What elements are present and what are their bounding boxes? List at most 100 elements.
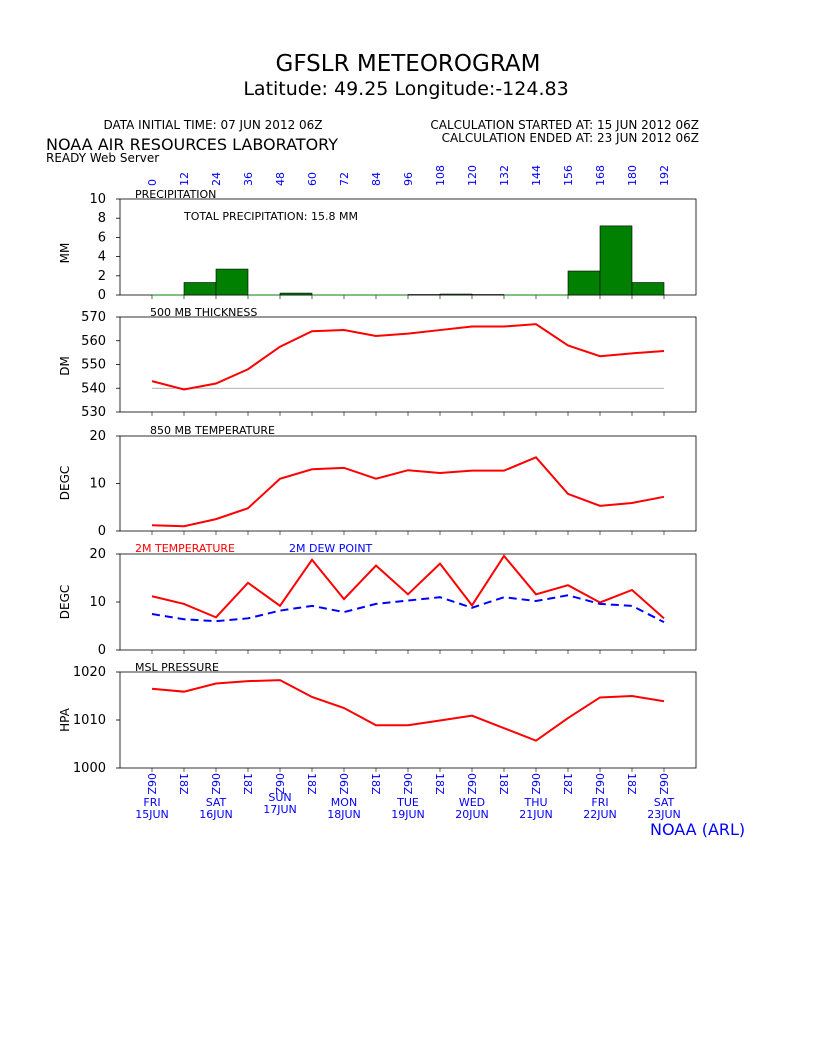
panel-3: 0 10 20 (89, 547, 697, 658)
precip-bar (183, 282, 217, 296)
ylabel-850mb-temp: DEGC (58, 466, 72, 501)
panel-title-msl-pressure: MSL PRESSURE (135, 661, 219, 674)
data-initial-time: DATA INITIAL TIME: 07 JUN 2012 06Z (103, 118, 322, 132)
date-label: 23JUN (647, 808, 681, 821)
forecast-hour-label: 60 (306, 172, 319, 186)
time-label: 06Z (401, 773, 414, 795)
time-label: 18Z (241, 773, 254, 795)
y-tick-label: 550 (81, 358, 106, 373)
y-tick-label: 0 (98, 288, 106, 303)
forecast-hour-label: 180 (626, 165, 639, 186)
day-label: THU (523, 796, 547, 809)
forecast-hour-label: 12 (178, 172, 191, 186)
y-tick-label: 540 (81, 381, 106, 396)
y-tick-label: 10 (89, 192, 106, 207)
time-label: 06Z (593, 773, 606, 795)
time-label: 06Z (337, 773, 350, 795)
date-label: 17JUN (263, 803, 297, 816)
org-name: NOAA AIR RESOURCES LABORATORY (46, 135, 338, 154)
forecast-hour-label: 132 (498, 165, 511, 186)
ylabel-precip: MM (58, 243, 72, 264)
precip-total-annotation: TOTAL PRECIPITATION: 15.8 MM (183, 210, 358, 223)
day-label: TUE (396, 796, 419, 809)
time-label: 18Z (497, 773, 510, 795)
page-title: GFSLR METEOROGRAM (276, 51, 541, 77)
time-label: 06Z (529, 773, 542, 795)
calc-started: CALCULATION STARTED AT: 15 JUN 2012 06Z (430, 118, 699, 132)
day-label: WED (459, 796, 485, 809)
forecast-hour-label: 84 (370, 172, 383, 186)
y-tick-label: 20 (89, 547, 106, 562)
time-label: 06Z (465, 773, 478, 795)
precip-bar (279, 292, 313, 296)
y-tick-label: 0 (98, 643, 106, 658)
ylabel-2m-temp: DEGC (58, 585, 72, 620)
y-tick-label: 530 (81, 405, 106, 420)
date-label: 18JUN (327, 808, 361, 821)
calc-ended: CALCULATION ENDED AT: 23 JUN 2012 06Z (442, 131, 699, 145)
forecast-hour-label: 96 (402, 172, 415, 186)
forecast-hour-label: 0 (146, 179, 159, 186)
y-tick-label: 10 (89, 595, 106, 610)
forecast-hour-label: 72 (338, 172, 351, 186)
y-tick-label: 10 (89, 477, 106, 492)
date-label: 16JUN (199, 808, 233, 821)
time-label: 06Z (273, 773, 286, 795)
precip-bar (439, 293, 473, 296)
time-label: 06Z (657, 773, 670, 795)
y-tick-label: 6 (98, 230, 106, 245)
y-tick-label: 4 (98, 250, 106, 265)
y-tick-label: 1020 (73, 665, 106, 680)
panel-title-precipitation: PRECIPITATION (135, 188, 216, 201)
time-label: 18Z (369, 773, 382, 795)
time-label: 18Z (305, 773, 318, 795)
forecast-hour-label: 168 (594, 165, 607, 186)
series-line (151, 679, 665, 742)
forecast-hour-label: 156 (562, 165, 575, 186)
day-label: SAT (206, 796, 227, 809)
series-line (151, 554, 665, 620)
date-label: 20JUN (455, 808, 489, 821)
date-label: 19JUN (391, 808, 425, 821)
panel-title-850mb-temp: 850 MB TEMPERATURE (150, 424, 275, 437)
y-tick-label: 560 (81, 334, 106, 349)
ylabel-pressure: HPA (58, 707, 72, 731)
y-tick-label: 8 (98, 211, 106, 226)
time-label: 18Z (433, 773, 446, 795)
forecast-hour-label: 48 (274, 172, 287, 186)
panel-frame (119, 316, 697, 413)
credit-label: NOAA (ARL) (650, 820, 745, 839)
server-name: READY Web Server (46, 151, 159, 165)
legend-2m-temperature: 2M TEMPERATURE (135, 542, 235, 555)
date-label: 21JUN (519, 808, 553, 821)
day-label: FRI (591, 796, 608, 809)
day-label: FRI (143, 796, 160, 809)
series-line (151, 456, 665, 528)
panel-frame (119, 435, 697, 532)
y-tick-label: 2 (98, 269, 106, 284)
y-tick-label: 0 (98, 524, 106, 539)
location-subtitle: Latitude: 49.25 Longitude:-124.83 (243, 78, 568, 100)
panel-4: 1000 1010 1020 (73, 665, 697, 776)
forecast-hour-label: 24 (210, 172, 223, 186)
time-label: 18Z (177, 773, 190, 795)
forecast-hour-label: 144 (530, 165, 543, 186)
time-label: 18Z (561, 773, 574, 795)
y-tick-label: 570 (81, 310, 106, 325)
y-tick-label: 20 (89, 429, 106, 444)
forecast-hour-label: 192 (658, 165, 671, 186)
forecast-hour-label: 108 (434, 165, 447, 186)
time-label: 18Z (625, 773, 638, 795)
precip-bar (631, 282, 665, 296)
panel-1: 530 540 550 560 570 (81, 310, 697, 420)
series-line (151, 323, 665, 391)
precip-bar (215, 268, 249, 296)
time-label: 06Z (145, 773, 158, 795)
forecast-hour-label: 36 (242, 172, 255, 186)
time-label: 06Z (209, 773, 222, 795)
panel-frame (119, 553, 697, 651)
y-tick-label: 1000 (73, 761, 106, 776)
date-label: 22JUN (583, 808, 617, 821)
precip-bar (599, 225, 633, 296)
